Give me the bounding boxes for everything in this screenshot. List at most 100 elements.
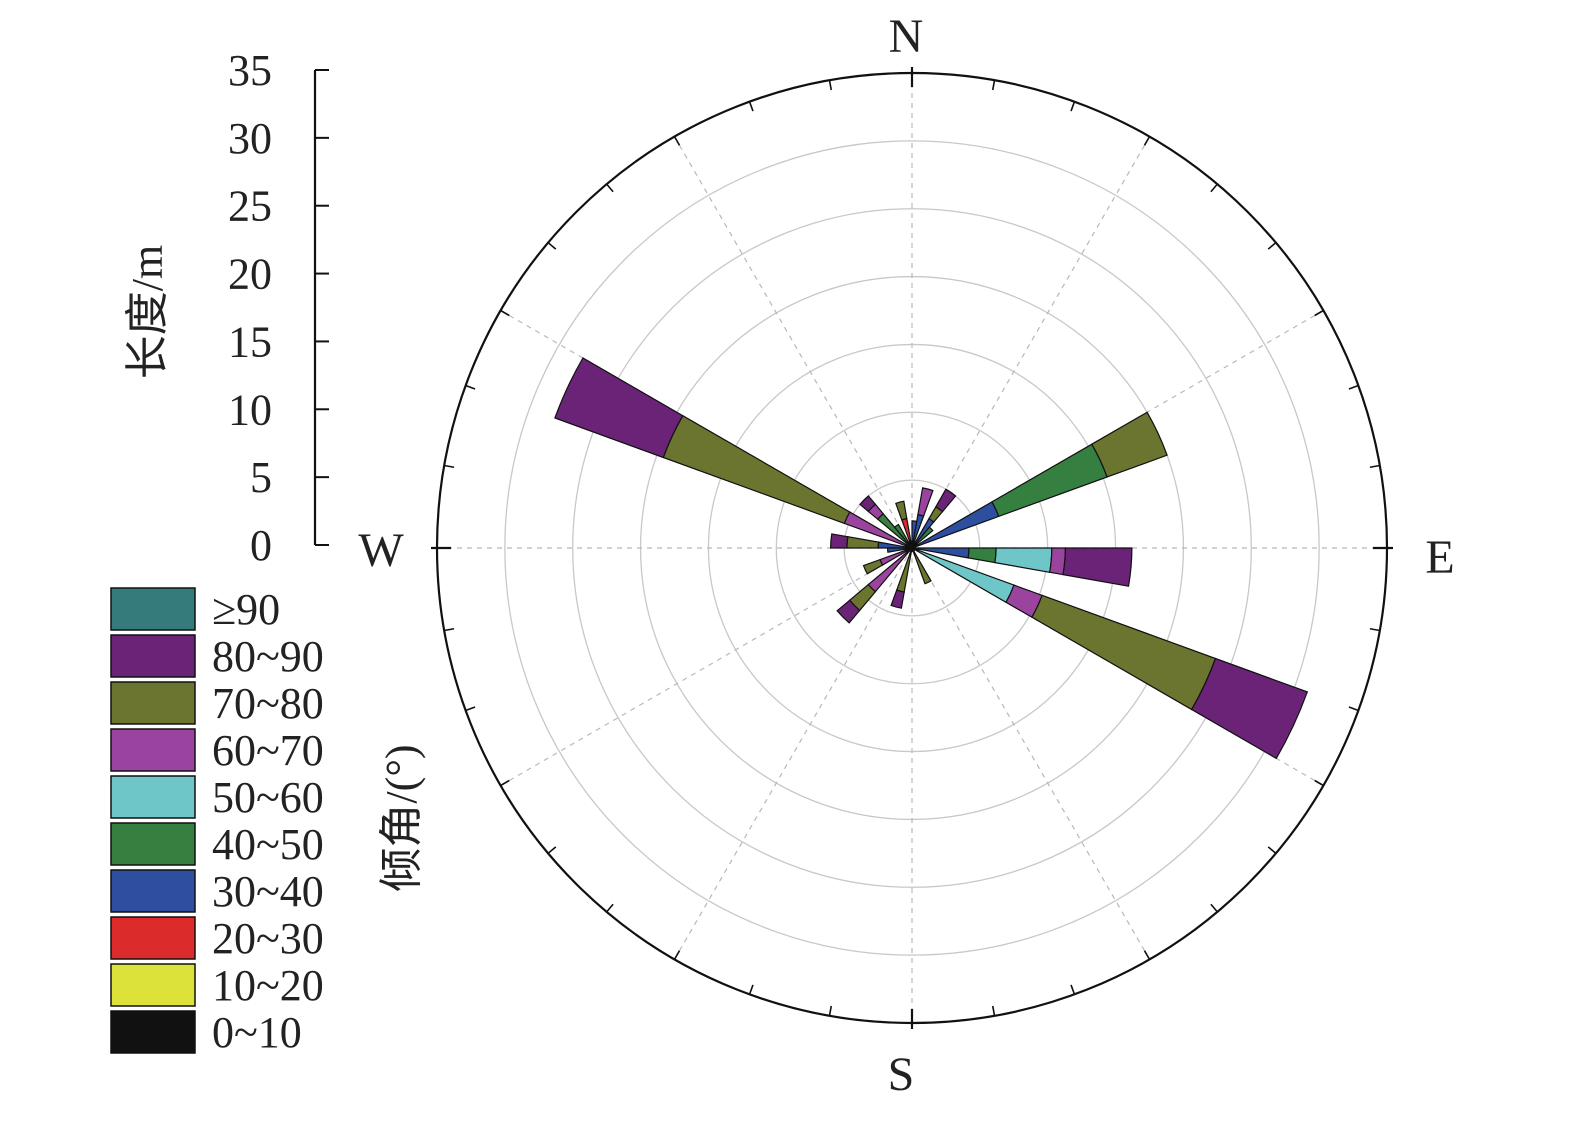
length-tick-label: 5 <box>250 453 272 502</box>
legend-swatch <box>110 681 196 725</box>
outer-tick <box>1369 627 1380 632</box>
outer-tick <box>606 183 614 193</box>
legend-swatch <box>110 869 196 913</box>
rose-sector-segment <box>886 547 906 553</box>
length-tick-label: 15 <box>228 317 272 366</box>
outer-tick <box>748 984 754 995</box>
compass-s-label: S <box>888 1048 915 1101</box>
legend-title: 倾角/(°) <box>377 744 426 891</box>
outer-circle-frame <box>431 67 1393 1029</box>
grid-spoke <box>500 547 913 787</box>
outer-tick <box>547 846 557 854</box>
outer-tick <box>1314 309 1324 317</box>
legend-label: 80~90 <box>212 632 324 681</box>
legend-swatch <box>110 916 196 960</box>
outer-tick <box>1210 183 1218 193</box>
legend-swatch <box>110 822 196 866</box>
outer-tick <box>828 80 833 91</box>
outer-tick <box>1267 846 1277 854</box>
legend-label: 40~50 <box>212 820 324 869</box>
compass-n-label: N <box>889 10 924 63</box>
outer-tick <box>991 80 996 91</box>
rose-sector-segment <box>913 553 932 585</box>
legend-swatch <box>110 587 196 631</box>
legend-label: 20~30 <box>212 914 324 963</box>
legend-swatch <box>110 775 196 819</box>
outer-tick <box>1143 136 1151 146</box>
length-tick-label: 10 <box>228 385 272 434</box>
grid-spoke <box>673 547 913 960</box>
legend-swatch <box>110 963 196 1007</box>
length-scale-axis: 0 5 10 15 20 25 30 35 <box>228 46 329 570</box>
outer-tick <box>1369 464 1380 469</box>
outer-tick <box>673 950 681 960</box>
rose-sector-segment <box>911 520 918 542</box>
center-point <box>908 544 916 552</box>
outer-tick <box>606 903 614 913</box>
rose-sector-segment <box>1062 547 1133 587</box>
rose-sector-segment <box>1090 411 1168 478</box>
y-axis-title: 长度/m <box>123 245 172 379</box>
rose-sector-segment <box>1031 594 1217 711</box>
compass-e-label: E <box>1425 531 1454 584</box>
grid-ring <box>504 140 1320 956</box>
rose-sector-segment <box>994 547 1053 573</box>
outer-tick <box>673 136 681 146</box>
rose-sector-segment <box>895 500 908 521</box>
outer-tick <box>1210 903 1218 913</box>
outer-tick <box>1348 706 1359 712</box>
legend-label: ≥90 <box>212 585 280 634</box>
rose-sector-segment <box>859 495 877 513</box>
legend-label: 60~70 <box>212 726 324 775</box>
legend-label: 30~40 <box>212 867 324 916</box>
length-tick-label: 30 <box>228 114 272 163</box>
outer-tick <box>444 464 455 469</box>
rose-sector-segment <box>890 589 905 609</box>
grid-ring <box>572 208 1252 888</box>
rose-sector-segment <box>836 599 861 624</box>
rose-sector-segment <box>893 523 910 544</box>
length-tick-label: 20 <box>228 250 272 299</box>
outer-tick <box>1267 242 1277 250</box>
outer-tick <box>1070 101 1076 112</box>
outer-tick <box>500 779 510 787</box>
rose-sector-segment <box>846 536 880 549</box>
outer-tick <box>748 101 754 112</box>
legend-label: 10~20 <box>212 961 324 1010</box>
length-tick-label: 25 <box>228 182 272 231</box>
rose-sector-segment <box>1190 657 1309 760</box>
outer-tick <box>444 627 455 632</box>
outer-tick <box>1070 984 1076 995</box>
outer-tick <box>500 309 510 317</box>
outer-tick <box>1143 950 1151 960</box>
legend-label: 50~60 <box>212 773 324 822</box>
outer-tick <box>1314 779 1324 787</box>
rose-sector-segment <box>554 357 684 459</box>
rose-sector-segment <box>1049 547 1067 576</box>
outer-tick <box>465 706 476 712</box>
rose-sector-segment <box>662 414 851 525</box>
legend-swatch <box>110 728 196 772</box>
rose-sector-segment <box>934 488 957 513</box>
legend-label: 0~10 <box>212 1008 302 1057</box>
outer-tick <box>828 1005 833 1016</box>
rose-sector-segment <box>991 443 1108 518</box>
legend-label: 70~80 <box>212 679 324 728</box>
outer-tick <box>547 242 557 250</box>
rose-sector-segment <box>829 533 849 549</box>
rose-sector-segment <box>967 547 997 564</box>
length-tick-label: 0 <box>250 521 272 570</box>
rose-petals <box>554 357 1309 760</box>
outer-tick <box>465 384 476 390</box>
rose-sector-segment <box>917 487 934 517</box>
outer-tick <box>1348 384 1359 390</box>
length-tick-label: 35 <box>228 46 272 95</box>
compass-w-label: W <box>358 524 404 577</box>
dip-legend: ≥9080~9070~8060~7050~6040~5030~4020~3010… <box>110 585 324 1057</box>
legend-swatch <box>110 634 196 678</box>
rose-sector-segment <box>862 558 884 575</box>
legend-swatch <box>110 1010 196 1054</box>
outer-tick <box>991 1005 996 1016</box>
rose-sector-segment <box>915 526 934 545</box>
